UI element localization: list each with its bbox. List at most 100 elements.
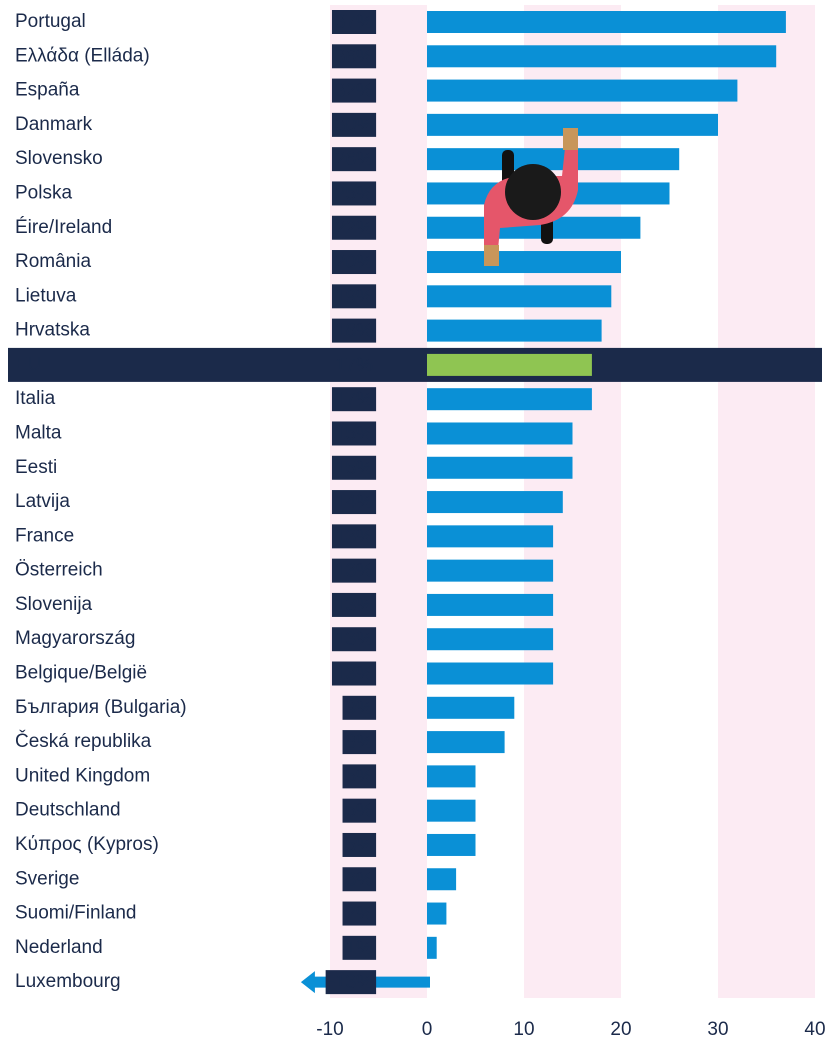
value-label-text: -13% (329, 972, 373, 993)
value-label: 36% (331, 44, 377, 69)
bar (427, 696, 515, 719)
value-label-text: 5% (346, 801, 374, 822)
value-label-box (342, 730, 377, 755)
value-label-text: 13% (335, 595, 373, 616)
category-label: Belgique/België (15, 663, 147, 684)
bar (427, 148, 680, 171)
category-label: United Kingdom (15, 765, 150, 786)
value-label-box (331, 284, 377, 309)
value-label-box (342, 798, 377, 823)
value-label-text: 13% (335, 664, 373, 685)
value-label-box (331, 318, 377, 343)
value-label-box (331, 215, 377, 240)
value-label-box (342, 867, 377, 892)
value-label-box (331, 490, 377, 515)
category-label: Κύπρος (Kypros) (15, 834, 159, 855)
category-label: Suomi/Finland (15, 903, 136, 924)
value-label-box (331, 147, 377, 172)
value-label: 1% (342, 935, 377, 960)
bar (427, 353, 592, 376)
category-label: Italia (15, 388, 56, 409)
value-label: 30% (331, 112, 377, 137)
value-label: 14% (331, 490, 377, 515)
category-label: Polska (15, 182, 72, 203)
value-label-text: 1% (346, 938, 374, 959)
value-label: 5% (342, 764, 377, 789)
value-label-box (342, 695, 377, 720)
value-label-text: 18% (335, 321, 373, 342)
value-label-box (331, 387, 377, 412)
value-label-box (331, 627, 377, 652)
category-label: Malta (15, 422, 62, 443)
value-label-text: 17% (335, 389, 373, 410)
bar (427, 765, 476, 788)
bar (427, 319, 602, 342)
value-label-box (331, 181, 377, 206)
value-label: 13% (331, 558, 377, 583)
category-label: Luxembourg (15, 971, 121, 992)
bar (427, 902, 447, 925)
person-illustration (484, 128, 578, 266)
bar (427, 628, 554, 651)
category-label: Danmark (15, 114, 93, 135)
category-label: România (15, 251, 91, 272)
category-label: Ελλάδα (Elláda) (15, 45, 150, 66)
value-label-text: 20% (335, 252, 373, 273)
value-label: 8% (342, 730, 377, 755)
value-label-text: 19% (335, 286, 373, 307)
value-label-text: 5% (346, 766, 374, 787)
value-label: 15% (331, 421, 377, 446)
value-label: 22% (331, 215, 377, 240)
value-label: 17% (335, 355, 373, 376)
x-tick-label: 10 (513, 1019, 534, 1040)
value-label: -13% (325, 970, 377, 995)
bar (427, 491, 563, 514)
value-label-box (342, 935, 377, 960)
value-label-text: 30% (335, 115, 373, 136)
value-label-text: 36% (335, 46, 373, 67)
value-label-text: 9% (346, 698, 374, 719)
x-tick-label: -10 (316, 1019, 343, 1040)
value-label-text: 13% (335, 526, 373, 547)
illustration-head (505, 164, 561, 220)
highlight-row (8, 347, 822, 382)
bar (427, 388, 592, 411)
bar (427, 285, 612, 308)
value-label: 18% (331, 318, 377, 343)
value-label-box (331, 78, 377, 103)
bar (427, 113, 718, 136)
category-label: Nederland (15, 937, 103, 958)
category-label: Eesti (15, 457, 57, 478)
value-label: 5% (342, 798, 377, 823)
value-label-box (325, 970, 377, 995)
value-label-box (331, 558, 377, 583)
category-label: Deutschland (15, 800, 121, 821)
value-label-text: 37% (335, 12, 373, 33)
category-label: Éire/Ireland (15, 217, 112, 238)
bar (427, 868, 457, 891)
value-label: 13% (331, 661, 377, 686)
band-shade (718, 5, 815, 998)
background (8, 5, 822, 998)
value-label-text: 3% (346, 869, 374, 890)
category-label: EU (15, 354, 41, 375)
x-tick-label: 0 (422, 1019, 433, 1040)
bar (427, 593, 554, 616)
value-label: 17% (331, 387, 377, 412)
value-label-box (342, 764, 377, 789)
bar (427, 833, 476, 856)
category-label: Sverige (15, 868, 79, 889)
category-label: Latvija (15, 491, 70, 512)
category-label: Österreich (15, 560, 103, 581)
value-label-text: 26% (335, 149, 373, 170)
bar (427, 216, 641, 239)
value-label-box (331, 112, 377, 137)
value-label-text: 25% (335, 183, 373, 204)
value-label-box (342, 901, 377, 926)
category-label: Lietuva (15, 285, 77, 306)
category-label: Hrvatska (15, 320, 90, 341)
bar (427, 11, 786, 33)
value-label-text: 13% (335, 561, 373, 582)
value-label: 2% (342, 901, 377, 926)
